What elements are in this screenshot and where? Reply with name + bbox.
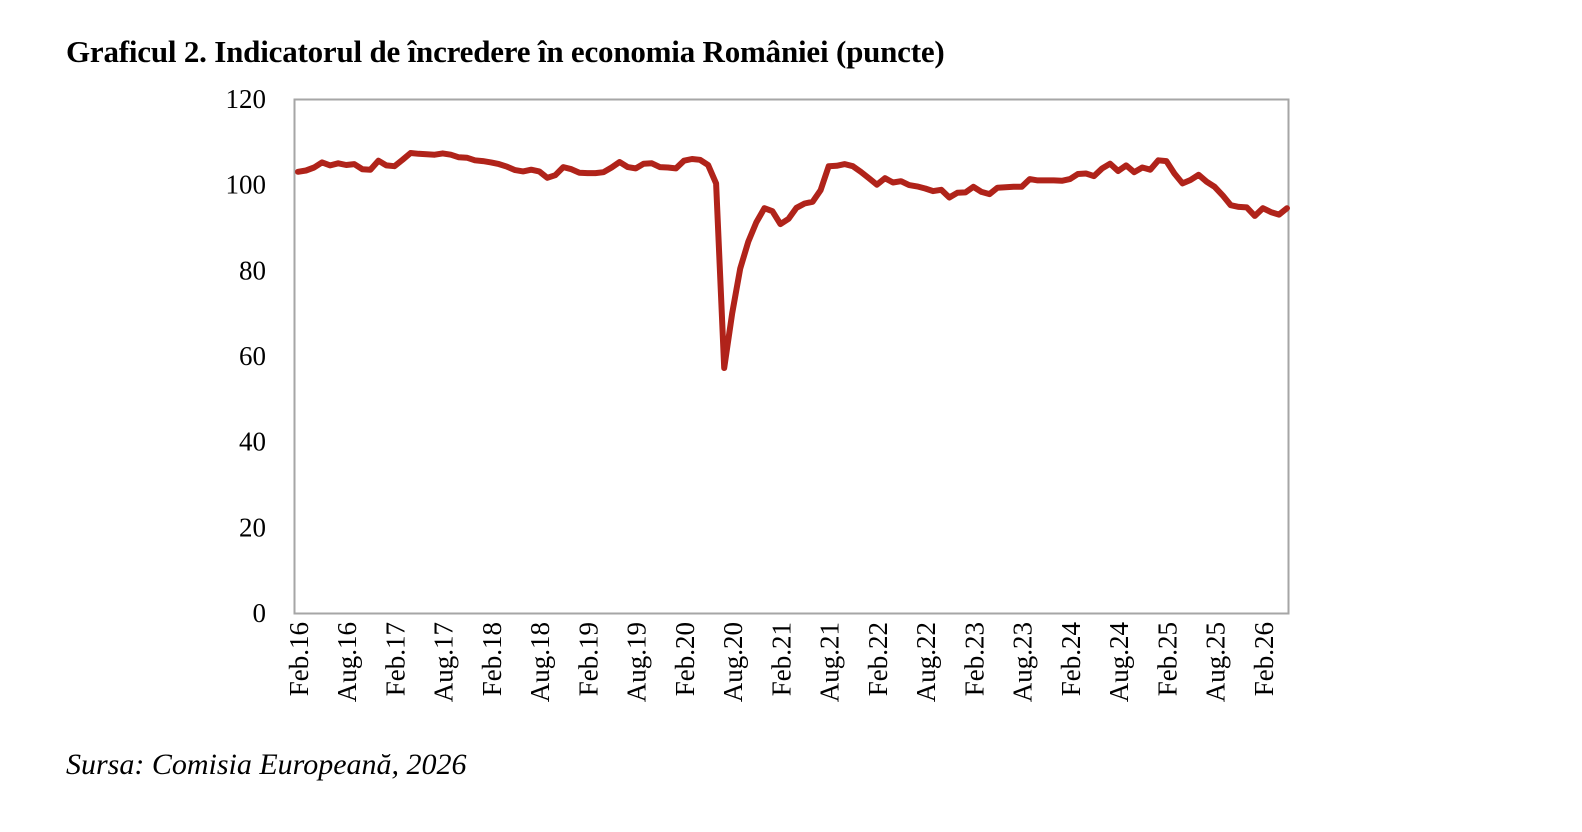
- x-tick-label: Aug.16: [332, 622, 362, 702]
- x-tick-label: Feb.24: [1056, 622, 1086, 697]
- series-line-esi: [295, 150, 1290, 371]
- x-tick-label: Aug.17: [429, 622, 459, 702]
- x-tick-label: Aug.23: [1008, 622, 1038, 702]
- x-tick-label: Aug.18: [525, 622, 555, 702]
- plot-frame: [293, 98, 1290, 615]
- y-tick-label: 100: [226, 170, 267, 200]
- x-tick-label: Aug.21: [815, 622, 845, 702]
- x-tick-label: Aug.24: [1104, 622, 1134, 703]
- x-tick-label: Feb.19: [573, 622, 603, 696]
- x-tick-label: Aug.20: [718, 622, 748, 702]
- x-tick-label: Feb.25: [1152, 622, 1182, 696]
- x-tick-label: Aug.22: [911, 622, 941, 702]
- y-tick-label: 40: [239, 427, 266, 457]
- x-tick-label: Feb.17: [380, 622, 410, 696]
- x-tick-label: Feb.22: [863, 622, 893, 696]
- x-tick-label: Feb.23: [959, 622, 989, 696]
- y-tick-label: 0: [253, 598, 267, 628]
- x-tick-label: Aug.25: [1201, 622, 1231, 702]
- x-axis-tick-labels: Feb.16 Aug.16 Feb.17 Aug.17 Feb.18 Aug.18 Feb.…: [284, 622, 1279, 703]
- y-tick-label: 60: [239, 341, 266, 371]
- x-tick-label: Aug.19: [622, 622, 652, 702]
- chart-title: Graficul 2. Indicatorul de încredere în …: [66, 34, 945, 69]
- y-tick-label: 20: [239, 512, 266, 542]
- y-tick-label: 80: [239, 255, 266, 285]
- x-tick-label: Feb.18: [477, 622, 507, 696]
- x-tick-label: Feb.16: [284, 622, 314, 696]
- y-tick-label: 120: [226, 84, 267, 114]
- x-tick-label: Feb.26: [1249, 622, 1279, 696]
- x-tick-label: Feb.21: [766, 622, 796, 696]
- y-axis-tick-labels: 0 20 40 60 80 100 120: [226, 84, 267, 628]
- source-note: Sursa: Comisia Europeană, 2026: [66, 748, 467, 781]
- x-tick-label: Feb.20: [670, 622, 700, 696]
